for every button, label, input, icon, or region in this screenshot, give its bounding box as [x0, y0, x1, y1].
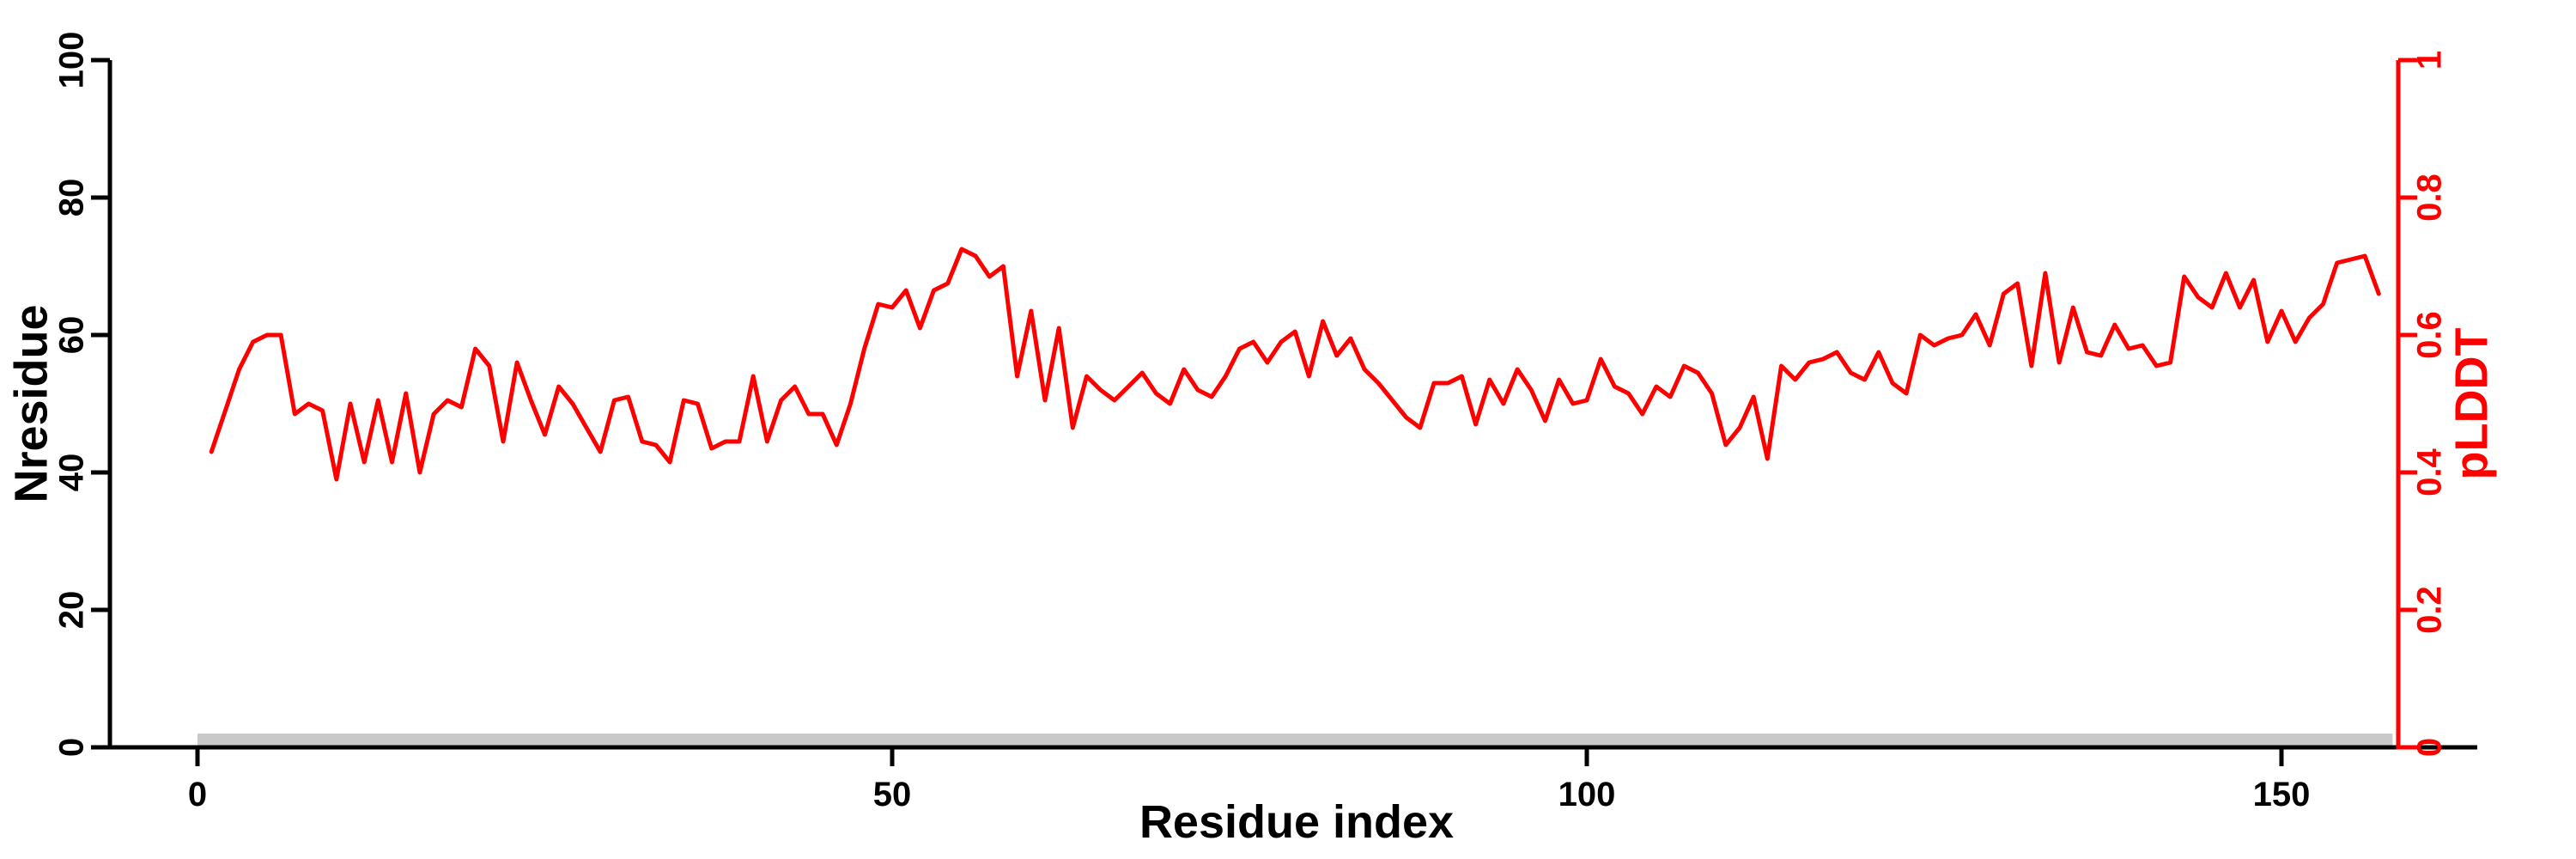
nresidue-band-group [197, 734, 2393, 746]
left-tick-label: 100 [53, 32, 91, 89]
right-tick-label: 0.4 [2411, 448, 2449, 496]
nresidue-band [197, 734, 2393, 746]
left-tick-label: 40 [53, 454, 91, 492]
right-tick-label: 0.8 [2411, 174, 2449, 222]
plddt-line [209, 247, 2381, 482]
left-tick-label: 0 [53, 738, 91, 757]
left-axis-ticks: 0 20 40 60 80 100 [53, 32, 110, 757]
right-tick-label: 0 [2411, 738, 2449, 757]
x-tick-label: 0 [188, 776, 207, 813]
left-tick-label: 80 [53, 179, 91, 217]
plddt-line-group [209, 247, 2381, 482]
right-tick-label: 0.2 [2411, 586, 2449, 634]
x-axis-title: Residue index [1139, 796, 1454, 848]
right-axis-title: pLDDT [2445, 328, 2497, 480]
right-axis-ticks: 0 0.2 0.4 0.6 0.8 1 [2398, 51, 2449, 757]
right-tick-label: 0.6 [2411, 311, 2449, 359]
x-tick-label: 50 [873, 776, 912, 813]
right-tick-label: 1 [2411, 51, 2449, 70]
left-axis-title: Nresidue [5, 304, 57, 503]
left-tick-label: 60 [53, 316, 91, 355]
x-tick-label: 150 [2253, 776, 2311, 813]
left-tick-label: 20 [53, 591, 91, 630]
x-axis-ticks: 0 50 100 150 [188, 747, 2311, 813]
x-tick-label: 100 [1558, 776, 1616, 813]
